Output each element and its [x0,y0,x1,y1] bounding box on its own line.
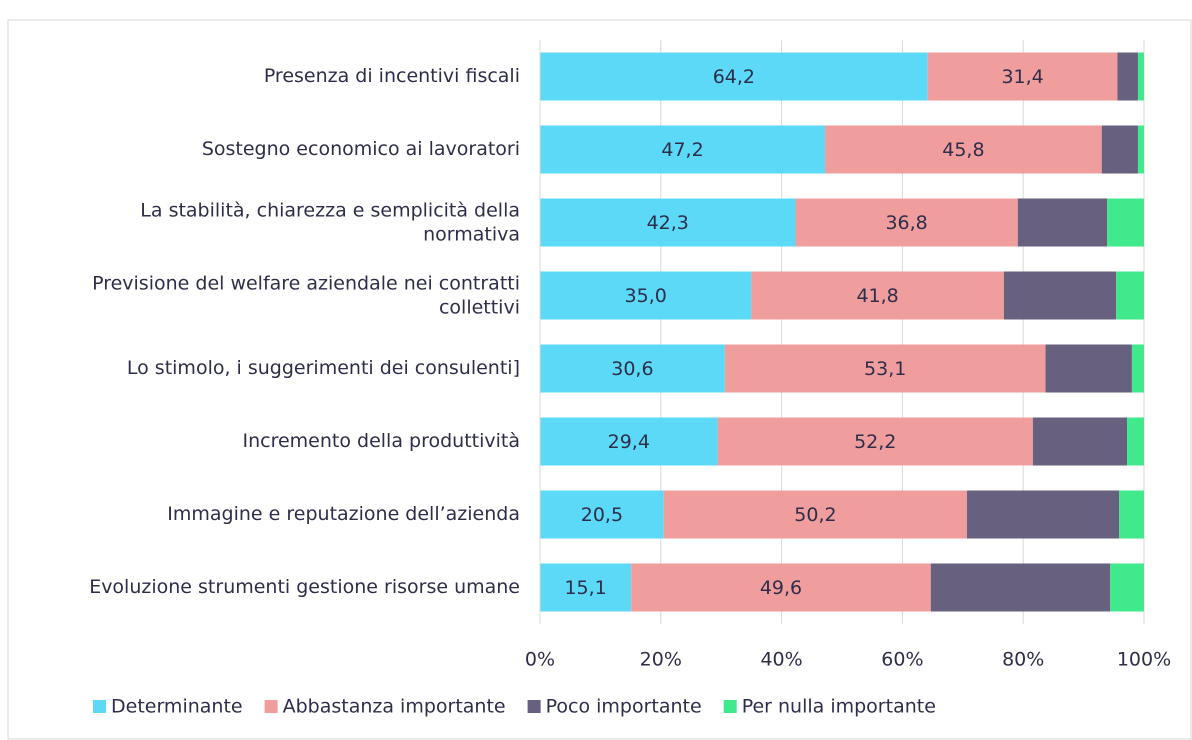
data-label: 53,1 [864,358,906,380]
category-label: Lo stimolo, i suggerimenti dei consulent… [127,357,520,379]
legend-swatch [723,700,737,713]
category-label: Immagine e reputazione dell’azienda [167,503,520,525]
data-label: 36,8 [885,212,927,234]
bar-segment [540,417,718,466]
bar-segment [540,125,826,174]
data-label: 45,8 [942,139,984,161]
category-label: Evoluzione strumenti gestione risorse um… [89,576,520,598]
bar-segment [795,198,1018,247]
bar-segment [927,52,1118,101]
bar-segment [825,125,1102,174]
bar-segment [1107,198,1144,247]
bar-segment [1119,490,1144,539]
x-tick-label: 0% [525,649,555,671]
bar-segment [1101,125,1138,174]
x-tick-label: 80% [1002,649,1044,671]
bar-segment [540,490,664,539]
bar-segment [1003,271,1117,320]
data-label: 42,3 [647,212,689,234]
bar-segment [1116,271,1144,320]
bar-segment [1110,563,1144,612]
bar-segment [540,563,632,612]
bar-segment [1127,417,1144,466]
x-tick-label: 20% [640,649,682,671]
bar-segment [717,417,1033,466]
bar-segment [1137,125,1144,174]
data-label: 15,1 [564,577,606,599]
data-label: 29,4 [608,431,650,453]
bar-segment [1137,52,1144,101]
legend-swatch [527,700,541,713]
data-label: 35,0 [625,285,667,307]
bar-segment [631,563,931,612]
data-label: 52,2 [854,431,896,453]
bar-segment [1131,344,1144,393]
bar-segment [540,198,796,247]
category-label: Previsione del welfare aziendale nei con… [92,272,520,318]
legend-label: Per nulla importante [742,696,936,718]
x-tick-label: 60% [881,649,923,671]
data-label: 20,5 [581,504,623,526]
category-label: Incremento della produttività [243,430,521,452]
legend-label: Abbastanza importante [283,696,506,718]
bar-segment [967,490,1120,539]
bar-segment [724,344,1046,393]
bar-segment [1117,52,1138,101]
data-label: 41,8 [856,285,898,307]
category-label: La stabilità, chiarezza e semplicità del… [140,199,520,245]
bar-segment [663,490,968,539]
bar-segment [540,344,725,393]
category-label: Sostegno economico ai lavoratori [202,138,520,160]
legend-swatch [93,700,106,713]
x-tick-label: 100% [1117,649,1171,671]
data-label: 31,4 [1001,66,1043,88]
legend-swatch [264,700,278,713]
x-tick-label: 40% [760,649,802,671]
bar-segment [930,563,1111,612]
data-label: 64,2 [713,66,755,88]
data-label: 50,2 [794,504,836,526]
bar-segment [751,271,1004,320]
data-label: 30,6 [611,358,653,380]
category-label: Presenza di incentivi fiscali [264,65,520,87]
bar-segment [1045,344,1132,393]
data-label: 49,6 [760,577,802,599]
bar-segment [1032,417,1128,466]
legend-label: Poco importante [546,696,702,718]
bar-segment [1017,198,1108,247]
bar-segment [540,52,928,101]
legend-label: Determinante [111,696,243,718]
data-label: 47,2 [661,139,703,161]
bar-segment [540,271,752,320]
